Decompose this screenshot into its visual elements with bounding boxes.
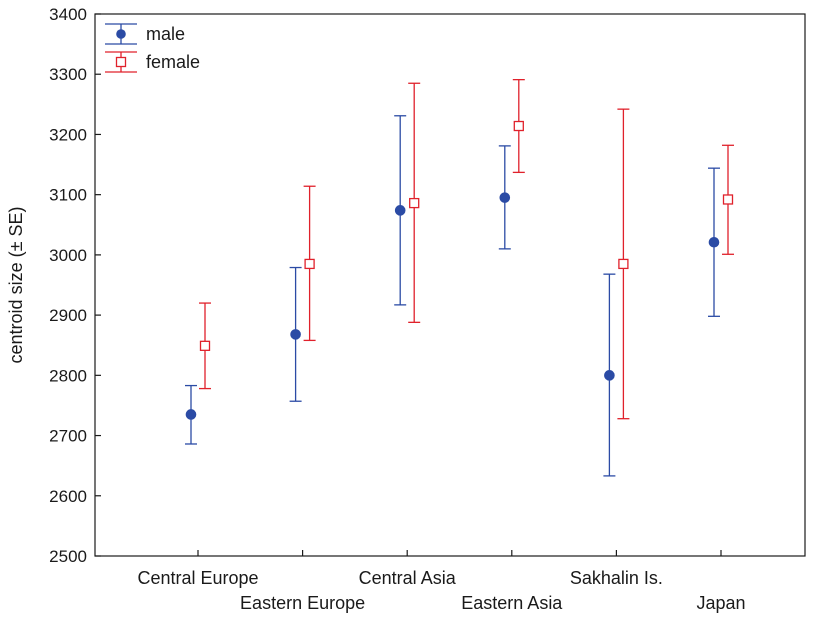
legend-marker	[116, 29, 126, 39]
x-tick-label: Sakhalin Is.	[570, 568, 663, 588]
y-tick-label: 3000	[49, 246, 87, 265]
y-tick-label: 2700	[49, 427, 87, 446]
y-tick-label: 3100	[49, 186, 87, 205]
legend-marker	[115, 56, 127, 68]
x-tick-label: Japan	[696, 593, 745, 613]
data-point	[499, 192, 511, 203]
y-tick-label: 2500	[49, 547, 87, 566]
series-layer	[185, 78, 734, 477]
data-point	[722, 194, 734, 205]
x-tick-label: Eastern Asia	[461, 593, 563, 613]
legend-label: male	[146, 24, 185, 44]
y-tick-label: 3300	[49, 65, 87, 84]
data-point	[618, 258, 629, 270]
data-point	[185, 409, 197, 420]
y-tick-label: 2600	[49, 487, 87, 506]
x-tick-label: Eastern Europe	[240, 593, 365, 613]
legend-label: female	[146, 52, 200, 72]
x-axis: Central Europe Eastern Europe Central Asia…	[137, 550, 746, 613]
data-point	[708, 236, 720, 248]
x-tick-label: Central Europe	[137, 568, 258, 588]
data-point	[304, 258, 315, 270]
data-point	[604, 370, 615, 381]
y-tick-label: 2900	[49, 306, 87, 325]
plot-frame	[94, 13, 806, 557]
legend: male female	[105, 23, 200, 73]
y-tick-label: 3200	[49, 125, 87, 144]
series-male	[185, 115, 720, 477]
y-tick-label: 3400	[49, 5, 87, 24]
data-point	[409, 197, 420, 209]
series-female	[199, 78, 734, 420]
data-point	[290, 329, 301, 340]
y-tick-label: 2800	[49, 366, 87, 385]
data-point	[513, 120, 524, 132]
y-axis-title: centroid size (± SE)	[6, 207, 26, 364]
data-point	[199, 340, 211, 351]
x-tick-label: Central Asia	[359, 568, 457, 588]
y-axis: 2500 2600 2700 2800 2900 3000 3100 3200 3300 3400	[49, 5, 101, 566]
data-point	[394, 205, 406, 216]
